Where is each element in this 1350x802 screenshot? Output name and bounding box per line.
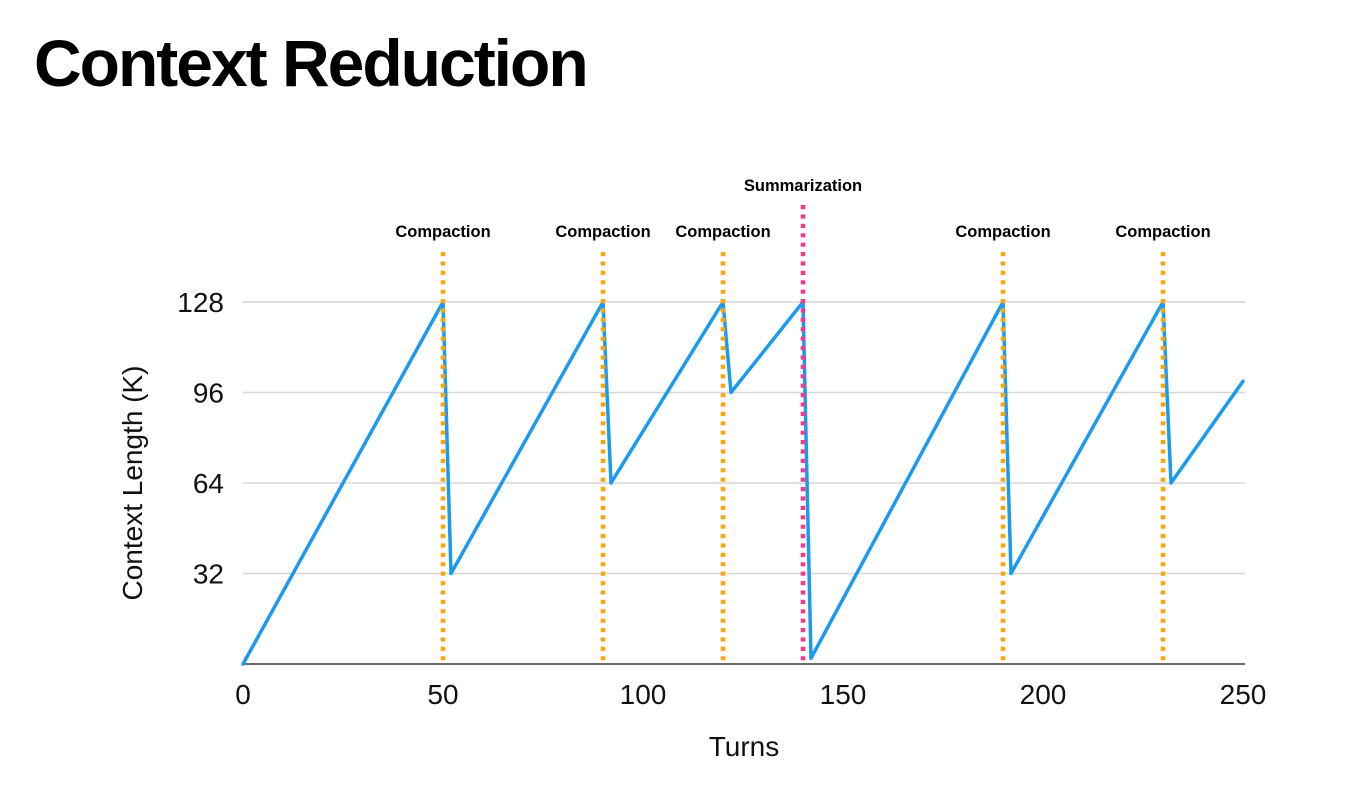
x-axis-title: Turns [709,731,780,762]
event-label-compaction-0: Compaction [395,223,490,241]
x-tick-label-150: 150 [820,679,867,710]
x-tick-label-100: 100 [620,679,667,710]
y-tick-label-32: 32 [193,559,224,590]
event-label-summarization-3: Summarization [744,177,862,195]
event-label-compaction-5: Compaction [1115,223,1210,241]
x-tick-label-200: 200 [1020,679,1067,710]
event-label-compaction-4: Compaction [955,223,1050,241]
series-line-context-length [241,300,1245,666]
x-tick-label-250: 250 [1220,679,1267,710]
y-tick-label-64: 64 [193,468,224,499]
x-tick-label-0: 0 [235,679,251,710]
y-axis-title: Context Length (K) [117,365,148,600]
y-tick-label-128: 128 [177,287,224,318]
event-label-compaction-1: Compaction [555,223,650,241]
event-label-compaction-2: Compaction [675,223,770,241]
page-title: Context Reduction [34,26,589,100]
x-tick-label-50: 50 [427,679,458,710]
y-tick-label-96: 96 [193,378,224,409]
